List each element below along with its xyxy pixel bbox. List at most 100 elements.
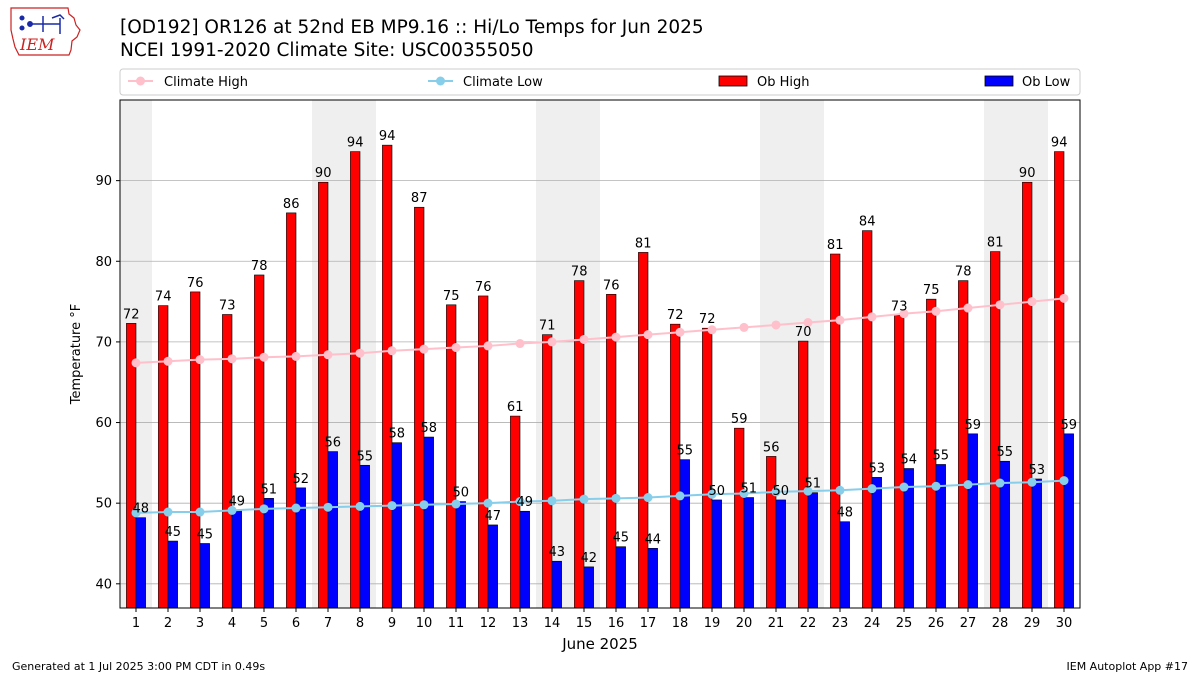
climate-low-point <box>931 481 941 491</box>
ob-high-value-label: 71 <box>539 319 556 334</box>
ob-high-bar <box>190 291 201 609</box>
x-axis-label: June 2025 <box>561 635 638 653</box>
y-axis-label: Temperature °F <box>69 304 84 405</box>
climate-high-point <box>867 312 877 322</box>
weather-station-icon <box>19 14 65 34</box>
y-tick-label: 50 <box>95 497 112 512</box>
ob-low-value-label: 53 <box>1029 463 1046 478</box>
climate-low-point <box>227 505 237 515</box>
climate-low-point <box>547 496 557 506</box>
x-tick-label: 17 <box>640 616 657 631</box>
ob-high-bar <box>830 253 841 609</box>
ob-high-bar <box>158 305 169 609</box>
climate-high-point <box>355 348 365 358</box>
plot-frame <box>119 99 1081 609</box>
ob-high-bar <box>382 144 393 609</box>
logo-text: IEM <box>19 35 55 54</box>
ob-low-value-label: 55 <box>357 449 374 464</box>
ob-low-value-label: 48 <box>133 502 150 517</box>
ob-low-value-label: 50 <box>453 486 470 501</box>
climate-high-point <box>227 354 237 364</box>
x-tick-label: 18 <box>672 616 689 631</box>
climate-low-point <box>643 493 653 503</box>
ob-low-value-label: 42 <box>581 551 598 566</box>
ob-low-value-label: 45 <box>197 527 214 542</box>
x-tick-label: 12 <box>480 616 497 631</box>
ob-high-value-label: 73 <box>891 299 908 314</box>
ob-high-value-label: 86 <box>283 197 300 212</box>
climate-low-point <box>323 502 333 512</box>
ob-high-value-label: 94 <box>379 129 396 144</box>
ob-low-value-label: 53 <box>869 461 886 476</box>
climate-high-point <box>547 337 557 347</box>
x-tick-label: 1 <box>132 616 140 631</box>
ob-high-bar <box>734 427 745 609</box>
ob-high-value-label: 90 <box>1019 166 1036 181</box>
ob-high-bar <box>606 294 617 609</box>
climate-low-point <box>419 500 429 510</box>
climate-low-point <box>611 493 621 503</box>
legend-climate-low-marker <box>436 76 445 86</box>
ob-high-value-label: 75 <box>923 283 940 298</box>
legend-climate-high: Climate High <box>164 75 248 90</box>
ob-low-bar <box>167 540 178 609</box>
ob-low-value-label: 51 <box>741 482 758 497</box>
ob-low-value-label: 59 <box>965 418 982 433</box>
climate-low-point <box>387 501 397 511</box>
ob-high-bar <box>510 415 521 609</box>
climate-low-point <box>259 504 269 514</box>
climate-low-point <box>803 486 813 496</box>
ob-low-value-label: 51 <box>261 482 278 497</box>
x-tick-label: 8 <box>356 616 364 631</box>
ob-low-value-label: 56 <box>325 436 342 451</box>
weekend-shading <box>120 100 1048 608</box>
ob-high-value-label: 90 <box>315 166 332 181</box>
x-tick-label: 5 <box>260 616 268 631</box>
ob-high-bar <box>766 456 777 609</box>
y-tick-label: 80 <box>95 255 112 270</box>
climate-low-point <box>739 488 749 498</box>
climate-low-point <box>835 485 845 495</box>
ob-high-value-label: 78 <box>251 259 268 274</box>
chart-subtitle: NCEI 1991-2020 Climate Site: USC00355050 <box>120 40 534 61</box>
ob-high-value-label: 72 <box>123 307 140 322</box>
app-credit: IEM Autoplot App #17 <box>1066 660 1189 673</box>
x-tick-label: 25 <box>896 616 913 631</box>
ob-high-value-label: 87 <box>411 191 428 206</box>
ob-high-bar <box>1022 181 1033 609</box>
climate-high-point <box>899 309 909 319</box>
ob-low-bar <box>135 517 146 609</box>
climate-high-point <box>963 303 973 313</box>
ob-low-value-label: 55 <box>997 445 1014 460</box>
x-tick-label: 22 <box>800 616 817 631</box>
climate-lines <box>131 293 1069 518</box>
ob-low-bar <box>647 548 658 609</box>
ob-low-bar <box>231 510 242 609</box>
y-tick-label: 70 <box>95 335 112 350</box>
y-tick-label: 90 <box>95 174 112 189</box>
x-tick-label: 19 <box>704 616 721 631</box>
climate-high-point <box>291 351 301 361</box>
climate-low-point <box>163 507 173 517</box>
ob-high-bar <box>670 323 681 609</box>
ob-low-bar <box>551 560 562 609</box>
ob-high-bar <box>254 274 265 609</box>
ob-low-bar <box>871 477 882 609</box>
x-tick-label: 30 <box>1056 616 1073 631</box>
climate-low-point <box>291 503 301 513</box>
x-tick-label: 26 <box>928 616 945 631</box>
legend-ob-high: Ob High <box>757 75 810 90</box>
ob-low-bar <box>807 492 818 609</box>
climate-high-point <box>803 318 813 328</box>
x-tick-label: 21 <box>768 616 785 631</box>
climate-low-point <box>451 499 461 509</box>
x-tick-label: 6 <box>292 616 300 631</box>
ob-high-value-label: 61 <box>507 400 524 415</box>
ob-high-value-label: 76 <box>187 276 204 291</box>
climate-high-point <box>739 322 749 332</box>
ob-low-value-label: 58 <box>421 421 438 436</box>
legend-frame <box>119 68 1081 96</box>
y-tick-label: 60 <box>95 416 112 431</box>
ob-high-value-label: 78 <box>571 265 588 280</box>
ob-low-value-label: 45 <box>613 531 630 546</box>
